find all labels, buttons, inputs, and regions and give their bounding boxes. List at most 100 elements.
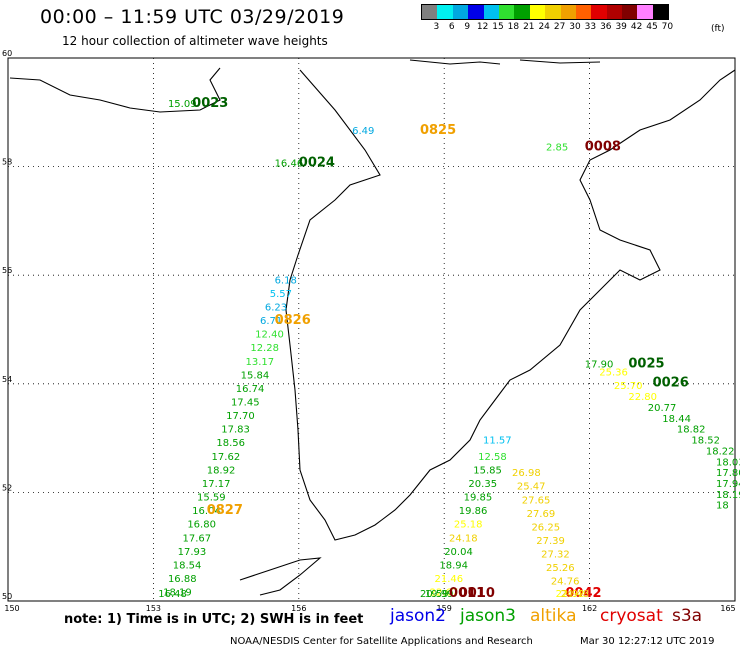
coastline — [9, 59, 736, 596]
wave-height-value: 27.69 — [527, 509, 556, 520]
axis-labels: 150 153 156 159 162 165 50 52 54 56 58 60 — [2, 49, 736, 613]
wave-height-value: 19.86 — [459, 506, 488, 517]
color-legend: 3 6 9 12 15 18 21 24 27 30 33 36 39 42 45 70 (ft) — [421, 4, 725, 34]
wave-height-value: 17.17 — [202, 479, 231, 490]
wave-height-value: 6.23 — [265, 302, 287, 313]
legend-tick: 6 — [448, 22, 455, 32]
wave-height-value: 12.28 — [250, 343, 279, 354]
wave-height-value: 17.70 — [226, 411, 255, 422]
wave-height-value: 15.85 — [473, 465, 502, 476]
wave-height-value: 18.56 — [216, 438, 245, 449]
satellite-label: altika — [530, 606, 577, 626]
wave-height-value: 17.90 — [585, 360, 614, 371]
wave-height-value: 24.76 — [551, 577, 580, 588]
wave-height-value: 18.94 — [439, 560, 468, 571]
wave-height-value: 18.52 — [691, 436, 720, 447]
legend-swatch — [606, 5, 623, 19]
map-frame — [7, 57, 736, 602]
lat-tick-label: 56 — [2, 266, 12, 275]
wave-height-value: 16.04 — [192, 506, 221, 517]
wave-height-value: 24.48 — [561, 589, 590, 600]
wave-height-value: 25.18 — [454, 520, 483, 531]
wave-height-value: 17.93 — [178, 547, 207, 558]
track-id-label: 0011 — [449, 586, 485, 601]
track-id-label: 0026 — [653, 376, 689, 391]
wave-height-value: 16.48 — [158, 589, 187, 600]
wave-height-value: 15.84 — [241, 370, 270, 381]
wave-height-value: 25.47 — [517, 482, 546, 493]
wave-height-value: 16.88 — [168, 574, 197, 585]
wave-height-value: 20.59 — [420, 589, 449, 600]
wave-height-value: 25.26 — [546, 563, 575, 574]
legend-swatches — [421, 4, 670, 20]
legend-swatch — [483, 5, 499, 19]
wave-height-value: 18.19 — [716, 490, 740, 501]
legend-swatch — [545, 5, 561, 19]
wave-height-value: 25.36 — [599, 368, 628, 379]
legend-tick: 30 — [569, 22, 581, 32]
wave-height-value: 2.85 — [546, 142, 568, 153]
wave-height-value: 16.80 — [187, 520, 216, 531]
wave-height-value: 6.49 — [352, 126, 374, 137]
wave-height-value: 26.98 — [512, 468, 541, 479]
wave-height-value: 22.92 — [556, 589, 585, 600]
wave-height-value: 26.25 — [531, 522, 560, 533]
legend-labels: 3 6 9 12 15 18 21 24 27 30 33 36 39 42 45 70 — [421, 20, 674, 32]
wave-height-value: 21.46 — [435, 574, 464, 585]
legend-swatch — [637, 5, 653, 19]
satellite-label: jason3 — [460, 606, 516, 626]
legend-tick: 42 — [630, 22, 643, 32]
credit-text: NOAA/NESDIS Center for Satellite Applica… — [230, 636, 533, 647]
lon-tick-label: 165 — [720, 604, 735, 613]
wave-height-value: 18.44 — [662, 414, 691, 425]
wave-height-value: 6.18 — [275, 275, 297, 286]
track-id-label: 0826 — [275, 313, 311, 328]
legend-swatch — [560, 5, 576, 19]
lat-tick-label: 60 — [2, 49, 12, 58]
wave-height-value: 16.74 — [236, 384, 265, 395]
legend-swatch — [437, 5, 453, 19]
legend-tick: 9 — [464, 22, 471, 32]
legend-tick: 39 — [615, 22, 627, 32]
wave-height-value: 18 — [716, 501, 729, 512]
chart-title: 00:00 – 11:59 UTC 03/29/2019 — [40, 6, 345, 28]
lon-tick-label: 159 — [437, 604, 452, 613]
lat-tick-label: 50 — [2, 592, 12, 601]
wave-height-value: 19.99 — [425, 589, 454, 600]
legend-swatch — [452, 5, 469, 19]
wave-height-value: 17.62 — [212, 452, 241, 463]
lon-tick-label: 162 — [582, 604, 597, 613]
wave-height-value: 25.70 — [614, 381, 643, 392]
wave-height-value: 15.59 — [197, 493, 226, 504]
track-id-label: 0042 — [565, 586, 601, 601]
wave-height-value: 20.35 — [468, 479, 497, 490]
wave-height-value: 19.85 — [464, 493, 493, 504]
map-grid — [7, 57, 736, 602]
legend-swatch — [622, 5, 638, 19]
legend-swatch — [468, 5, 484, 19]
satellite-label: s3a — [672, 606, 703, 626]
wave-height-value: 27.32 — [541, 550, 570, 561]
wave-height-value: 17.45 — [231, 398, 260, 409]
footnote: note: 1) Time is in UTC; 2) SWH is in fe… — [64, 612, 364, 627]
wave-height-value: 27.65 — [522, 495, 551, 506]
wave-height-value: 24.18 — [449, 533, 478, 544]
track-id-label: 0010 — [459, 586, 495, 601]
wave-height-value: 5.57 — [270, 289, 292, 300]
legend-tick: 21 — [523, 22, 535, 32]
wave-height-value: 16.46 — [275, 159, 304, 170]
legend-tick: 70 — [661, 22, 674, 32]
satellite-label: jason2 — [390, 606, 446, 626]
legend-tick: 27 — [553, 22, 566, 32]
track-id-label: 0025 — [628, 357, 664, 372]
legend-tick: 36 — [600, 22, 612, 32]
wave-height-value: 6.71 — [260, 316, 282, 327]
lon-tick-label: 150 — [4, 604, 19, 613]
legend-swatch — [422, 5, 438, 19]
lat-tick-label: 52 — [2, 483, 12, 492]
legend-tick: 45 — [646, 22, 658, 32]
wave-height-value: 20.77 — [648, 403, 677, 414]
wave-height-value: 15.09 — [168, 99, 197, 110]
wave-height-value: 20.04 — [444, 547, 473, 558]
lat-tick-label: 54 — [2, 375, 12, 384]
